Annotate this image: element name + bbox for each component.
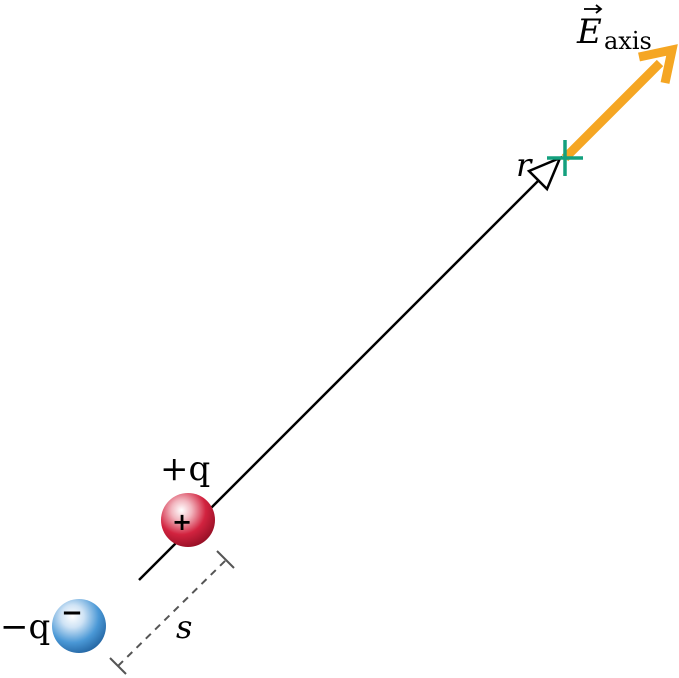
r-vector-arrowhead xyxy=(526,155,563,192)
separation-dashed-line xyxy=(117,559,227,667)
field-subscript: axis xyxy=(604,27,652,55)
field-symbol: E xyxy=(576,12,602,52)
distance-label: r xyxy=(516,146,533,184)
positive-charge-sphere xyxy=(161,493,215,547)
separation-dimension xyxy=(109,550,235,675)
positive-charge-label: +q xyxy=(160,449,210,489)
positive-charge: + xyxy=(161,493,215,547)
negative-charge: − xyxy=(52,598,106,653)
field-arrow-shaft xyxy=(561,59,664,162)
negative-sign-icon: − xyxy=(61,598,83,628)
separation-label: s xyxy=(176,608,192,646)
separation-end-tick-lower xyxy=(109,657,127,675)
vector-arrow-icon-head xyxy=(595,4,603,14)
field-label: E axis xyxy=(576,4,652,55)
negative-charge-label: −q xyxy=(0,607,50,647)
field-point-marker xyxy=(547,140,583,176)
negative-charge-sphere xyxy=(52,599,106,653)
field-arrow-head xyxy=(638,44,678,84)
separation-end-tick-upper xyxy=(216,550,235,569)
positive-sign-icon: + xyxy=(172,508,192,536)
